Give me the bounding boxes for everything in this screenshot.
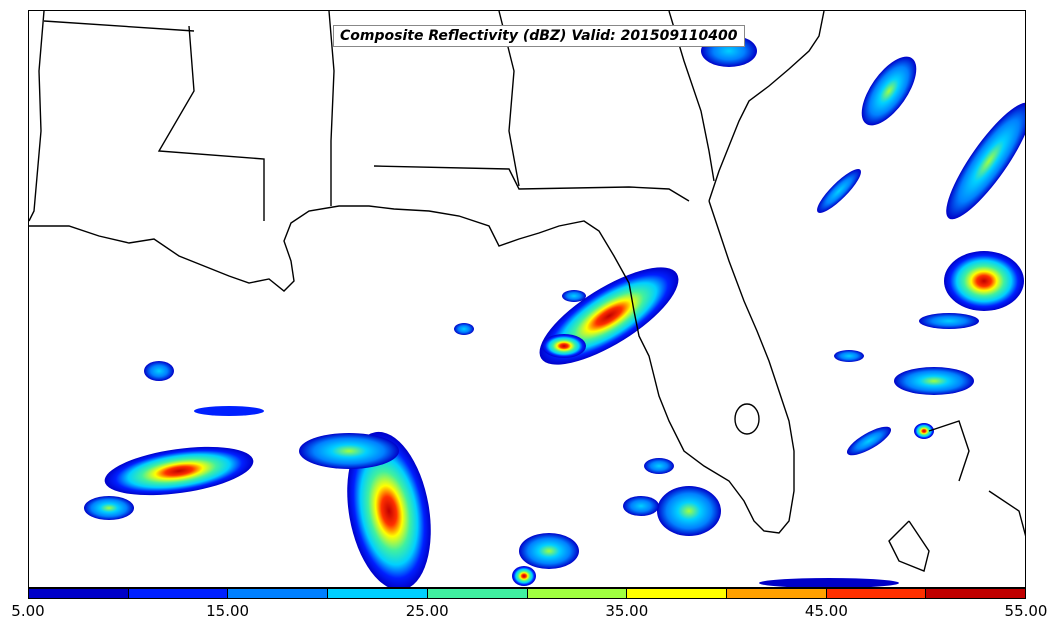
colorbar-tick-label: 5.00	[11, 602, 45, 620]
atlantic-coastline	[708, 11, 825, 202]
colorbar	[28, 588, 1026, 599]
bahamas-outline	[988, 490, 1025, 537]
state-border-la-ar	[43, 20, 195, 32]
colorbar-tick-label: 35.00	[605, 602, 649, 620]
bahamas-outline	[928, 420, 970, 482]
state-border-al-fl	[373, 165, 690, 202]
radar-echoes	[84, 35, 1025, 587]
echo-cell	[817, 169, 861, 213]
echo-cell	[846, 426, 892, 456]
echo-cell	[299, 433, 399, 469]
echo-cell	[519, 533, 579, 569]
colorbar-tick-label: 25.00	[405, 602, 449, 620]
echo-cell	[347, 431, 431, 587]
echo-cell	[894, 367, 974, 395]
colorbar-segment	[128, 589, 229, 598]
map-panel: Composite Reflectivity (dBZ) Valid: 2015…	[28, 10, 1026, 588]
echo-cell	[861, 56, 917, 126]
state-border-la-ms	[157, 25, 265, 221]
map-title: Composite Reflectivity (dBZ) Valid: 2015…	[333, 25, 745, 47]
echo-cell	[562, 290, 586, 302]
colorbar-segment	[328, 589, 428, 598]
echo-cell	[144, 361, 174, 381]
colorbar-segment	[29, 589, 129, 598]
radar-map	[29, 11, 1025, 587]
echo-cell	[644, 458, 674, 474]
colorbar-segment	[826, 589, 927, 598]
bahamas-outline	[888, 520, 930, 572]
colorbar-tick-label: 45.00	[804, 602, 848, 620]
state-border-la-west	[29, 11, 45, 222]
colorbar-segment	[228, 589, 329, 598]
echo-cell	[512, 566, 536, 586]
echo-cell	[919, 313, 979, 329]
echo-cell	[657, 486, 721, 536]
echo-cell	[623, 496, 659, 516]
lake-okeechobee	[734, 403, 760, 435]
echo-cell	[539, 267, 679, 365]
echo-cell	[834, 350, 864, 362]
echo-cell	[914, 423, 934, 439]
gulf-coastline	[29, 200, 795, 534]
echo-cell	[104, 446, 254, 496]
echo-cell	[542, 334, 586, 358]
echo-cell	[946, 102, 1025, 220]
echo-cell	[84, 496, 134, 520]
echo-cell	[194, 406, 264, 416]
colorbar-segment	[726, 589, 827, 598]
colorbar-segment	[427, 589, 528, 598]
colorbar-segment	[627, 589, 727, 598]
colorbar-segment	[926, 589, 1026, 598]
colorbar-tick-label: 55.00	[1004, 602, 1048, 620]
state-border-ms-al	[328, 11, 335, 206]
echo-cell	[759, 578, 899, 587]
colorbar-segment	[527, 589, 628, 598]
echo-cell	[944, 251, 1024, 311]
colorbar-tick-label: 15.00	[206, 602, 250, 620]
echo-cell	[454, 323, 474, 335]
